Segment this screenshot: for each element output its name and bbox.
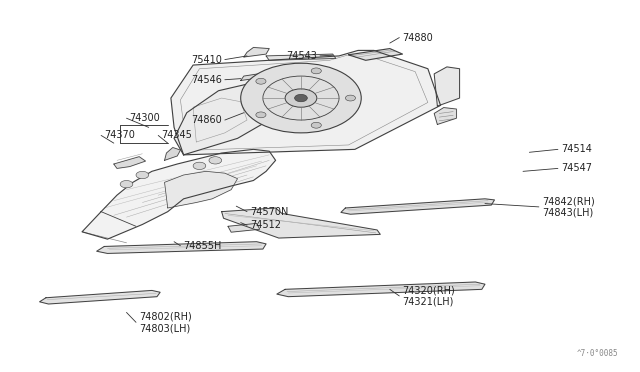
Polygon shape — [221, 208, 380, 238]
Circle shape — [136, 171, 148, 179]
Text: 74546: 74546 — [191, 75, 221, 85]
Text: 74300: 74300 — [130, 113, 161, 123]
Circle shape — [311, 68, 321, 74]
Polygon shape — [266, 54, 336, 60]
Text: 74842(RH)
74843(LH): 74842(RH) 74843(LH) — [542, 196, 595, 218]
Circle shape — [193, 162, 206, 170]
Polygon shape — [277, 282, 485, 296]
Polygon shape — [349, 49, 403, 60]
Polygon shape — [241, 73, 263, 80]
Circle shape — [256, 78, 266, 84]
Circle shape — [241, 63, 361, 133]
Polygon shape — [434, 108, 456, 125]
Circle shape — [311, 122, 321, 128]
Polygon shape — [114, 157, 145, 169]
Text: 74855H: 74855H — [184, 241, 222, 251]
Polygon shape — [341, 199, 495, 214]
Circle shape — [285, 89, 317, 107]
Polygon shape — [40, 291, 160, 304]
Polygon shape — [434, 67, 460, 106]
Polygon shape — [164, 148, 180, 160]
Polygon shape — [82, 149, 276, 239]
Polygon shape — [97, 242, 266, 253]
Text: 74547: 74547 — [561, 163, 592, 173]
Circle shape — [346, 95, 356, 101]
Text: 74802(RH)
74803(LH): 74802(RH) 74803(LH) — [139, 311, 192, 333]
Text: 75410: 75410 — [191, 55, 221, 65]
Polygon shape — [171, 51, 440, 155]
Text: 74570N: 74570N — [250, 207, 289, 217]
Polygon shape — [174, 83, 269, 155]
Polygon shape — [228, 223, 260, 232]
Text: 74320(RH)
74321(LH): 74320(RH) 74321(LH) — [403, 285, 455, 307]
Text: 74370: 74370 — [104, 131, 135, 141]
Text: 74345: 74345 — [161, 131, 192, 141]
Text: 74543: 74543 — [286, 51, 317, 61]
Text: 74512: 74512 — [250, 220, 281, 230]
Text: ^7·0°0085: ^7·0°0085 — [577, 349, 618, 358]
Circle shape — [209, 157, 221, 164]
Circle shape — [294, 94, 307, 102]
Polygon shape — [164, 171, 237, 208]
Circle shape — [256, 112, 266, 118]
Polygon shape — [244, 48, 269, 57]
Circle shape — [120, 180, 133, 188]
Text: 74514: 74514 — [561, 144, 592, 154]
Text: 74880: 74880 — [403, 33, 433, 42]
Text: 74860: 74860 — [191, 115, 221, 125]
